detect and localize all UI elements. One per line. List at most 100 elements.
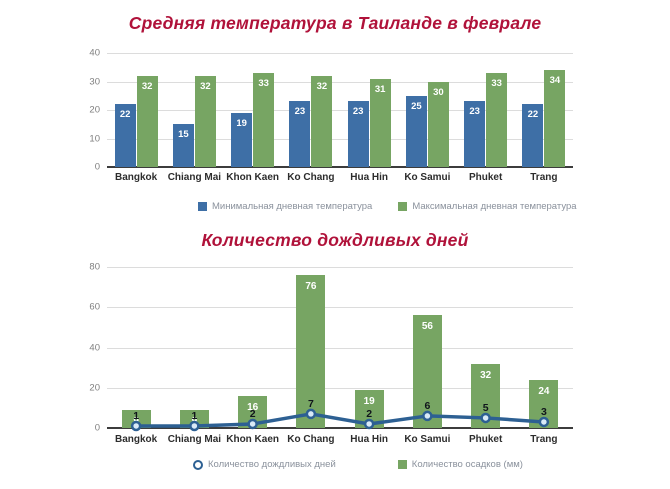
bar-value-label: 25 (411, 100, 422, 112)
bar-swatch-icon (398, 202, 408, 211)
line-value-label: 2 (366, 407, 373, 420)
rainfall-chart-title: Количество дождливых дней (201, 230, 469, 250)
bar-min-temp (231, 112, 253, 167)
bar-swatch-icon (397, 460, 407, 469)
bar-value-label: 32 (141, 80, 153, 92)
temperature-chart-title: Средняя температура в Таиланде в феврале (128, 13, 542, 33)
x-category-label: Ko Chang (287, 434, 335, 445)
bar-precipitation (179, 409, 209, 428)
y-tick-label: 20 (89, 104, 100, 116)
x-category-label: Khon Kaen (226, 434, 280, 445)
legend-item-label: Максимальная дневная температура (412, 201, 577, 212)
line-marker (480, 412, 491, 424)
bar-value-label: 16 (247, 401, 259, 413)
y-gridline (107, 347, 573, 349)
bar-value-label: 33 (491, 77, 502, 89)
bar-value-label: 23 (469, 106, 480, 118)
line-marker (247, 418, 258, 430)
bar-value-label: 32 (480, 369, 492, 381)
bar-min-temp (405, 95, 427, 167)
bar-value-label: 19 (236, 117, 247, 129)
bar-min-temp (114, 104, 136, 167)
bar-value-label: 30 (433, 86, 444, 98)
line-value-label: 5 (482, 401, 489, 414)
bar-min-temp (347, 101, 369, 167)
x-axis-line (107, 166, 573, 168)
y-tick-label: 0 (94, 161, 100, 173)
rainy-days-line (130, 408, 550, 432)
bar-value-label: 32 (200, 80, 211, 92)
legend-item-min-temp: Минимальная дневная температура (198, 201, 372, 212)
bar-swatch-icon (198, 202, 207, 211)
y-gridline (107, 267, 573, 268)
x-category-label: Bangkok (115, 434, 158, 445)
bar-value-label: 34 (549, 75, 561, 87)
line-value-label: 3 (540, 405, 547, 418)
y-tick-label: 60 (89, 301, 100, 313)
bar-min-temp (522, 104, 544, 167)
line-value-label: 1 (133, 409, 140, 422)
y-tick-label: 10 (89, 133, 100, 144)
x-category-label: Hua Hin (350, 434, 389, 445)
bar-max-temp (369, 78, 391, 167)
x-category-label: Khon Kaen (226, 172, 280, 183)
bar-max-temp (136, 75, 158, 167)
line-marker-icon (193, 459, 203, 470)
legend-item-rainy-days: Количество дождливых дней (193, 459, 336, 470)
line-value-label: 1 (191, 409, 198, 422)
bar-max-temp (544, 70, 566, 167)
y-tick-label: 30 (89, 76, 100, 87)
x-category-label: Chiang Mai (167, 172, 222, 183)
y-tick-label: 80 (89, 261, 100, 273)
y-tick-label: 0 (94, 422, 100, 434)
bar-value-label: 22 (527, 109, 539, 121)
line-value-label: 6 (424, 399, 431, 412)
line-marker (189, 420, 200, 432)
bar-value-label: 33 (258, 77, 269, 89)
line-path (136, 412, 544, 428)
bar-max-temp (427, 81, 449, 167)
bar-max-temp (486, 72, 508, 167)
x-category-label: Ko Chang (287, 172, 335, 183)
bar-precipitation (121, 409, 151, 428)
temperature-legend: Минимальная дневная температура Максималь… (198, 201, 577, 212)
legend-item-label: Минимальная дневная температура (212, 201, 373, 212)
legend-item-label: Количество дождливых дней (208, 459, 336, 470)
line-marker (538, 416, 550, 428)
bar-value-label: 32 (316, 80, 328, 92)
line-marker (130, 420, 142, 432)
bar-max-temp (194, 75, 216, 167)
bar-max-temp (311, 75, 333, 167)
x-category-label: Trang (530, 172, 558, 183)
bar-value-label: 19 (363, 395, 375, 407)
x-category-label: Phuket (468, 434, 503, 445)
y-tick-label: 40 (89, 47, 100, 59)
legend-item-precipitation: Количество осадков (мм) (397, 459, 523, 470)
bar-value-label: 23 (352, 106, 364, 118)
line-marker (305, 408, 317, 420)
legend-item-max-temp: Максимальная дневная температура (398, 201, 577, 212)
y-gridline (107, 387, 573, 389)
bar-min-temp (289, 101, 311, 167)
bar-value-label: 76 (305, 281, 317, 293)
y-gridline (107, 81, 573, 83)
x-category-label: Phuket (468, 172, 503, 183)
bar-value-label: 31 (374, 83, 386, 95)
y-tick-label: 20 (89, 382, 100, 394)
bar-min-temp (172, 124, 194, 167)
bar-max-temp (253, 72, 275, 167)
x-category-label: Ko Samui (404, 172, 451, 183)
x-category-label: Hua Hin (350, 172, 389, 183)
line-value-label: 2 (249, 407, 256, 420)
rainfall-legend: Количество дождливых дней Количество осад… (193, 459, 523, 470)
bar-value-label: 23 (294, 106, 306, 118)
line-marker (363, 418, 375, 430)
x-category-label: Bangkok (115, 172, 158, 183)
line-value-label: 7 (307, 397, 314, 410)
x-axis-line (107, 427, 573, 429)
y-gridline (107, 110, 573, 111)
y-gridline (107, 53, 573, 54)
